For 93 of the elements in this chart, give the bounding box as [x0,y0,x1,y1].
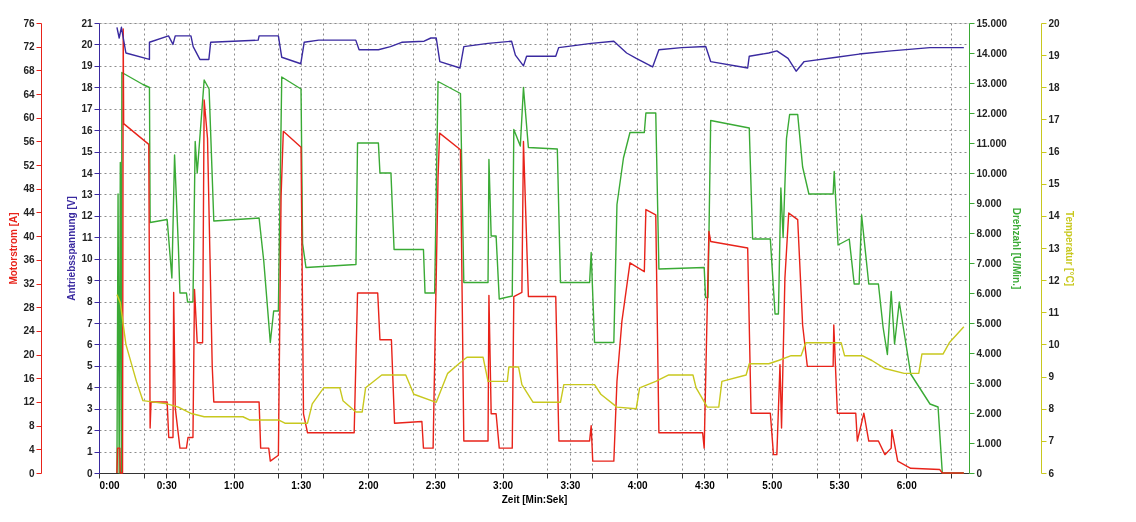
y-tick-label: 6 [1048,467,1055,479]
y3-tick-label: 52 [23,159,35,171]
x-tick-label: 3:00 [493,479,514,491]
y-tick-label: 9 [86,274,93,286]
x-tick-label: 1:00 [224,479,245,491]
y3-tick-label: 4 [28,443,35,455]
y-tick-label: 3 [86,403,93,415]
y-tick-label: 4 [86,381,93,393]
y3-tick-label: 20 [23,349,35,361]
y-tick-label: 7 [86,317,93,329]
y3-tick-label: 16 [23,372,35,384]
y-tick-label: 13 [81,188,93,200]
y2-tick-label: 3.000 [976,377,1002,389]
y2-tick-label: 5.000 [976,317,1002,329]
y3-tick-label: 0 [28,467,35,479]
y-axis-title: Temperatur [°C] [1063,211,1075,286]
y-tick-label: 8 [1048,403,1055,415]
x-tick-label: 3:30 [560,479,581,491]
y-tick-label: 9 [1048,371,1055,383]
y2-tick-label: 2.000 [976,407,1002,419]
y-tick-label: 20 [1048,17,1061,29]
y-tick-label: 17 [1048,113,1061,125]
y-tick-label: 7 [1048,435,1055,447]
y2-axis-title: Drehzahl [U/Min.] [1011,207,1023,290]
y-tick-label: 12 [1048,274,1061,286]
y-tick-label: 2 [86,424,93,436]
x-tick-label: 5:00 [762,479,783,491]
x-tick-label: 1:30 [291,479,312,491]
y3-tick-label: 76 [23,17,35,29]
y3-tick-label: 48 [23,183,35,195]
line-series [116,26,965,72]
y2-tick-label: 13.000 [976,77,1008,89]
x-tick-label: 2:00 [358,479,380,491]
y2-tick-label: 14.000 [976,47,1008,59]
y2-tick-label: 7.000 [976,257,1002,269]
y2-tick-label: 11.000 [976,137,1007,149]
y3-axis-title: Motorstrom [A] [8,212,20,285]
line-series [116,293,965,424]
y3-tick-label: 40 [23,230,35,242]
y3-tick-label: 72 [23,41,35,53]
y-tick-label: 19 [81,60,93,72]
y-tick-label: 16 [81,124,93,136]
y3-tick-label: 24 [23,325,35,337]
y3-tick-label: 8 [28,420,35,432]
y2-tick-label: 10.000 [976,167,1008,179]
y-tick-label: 0 [86,467,93,479]
y2-tick-label: 4.000 [976,347,1002,359]
y-tick-label: 6 [86,338,93,350]
y2-tick-label: 12.000 [976,107,1008,119]
y-tick-label: 5 [86,360,93,372]
x-tick-label: 4:30 [694,479,716,491]
y-tick-label: 15 [81,146,93,158]
y3-tick-label: 68 [23,64,35,76]
x-tick-label: 6:00 [896,479,918,491]
x-tick-label: 0:00 [99,479,120,491]
y-tick-label: 17 [81,103,93,115]
y3-tick-label: 56 [23,135,35,147]
y-tick-label: 20 [81,38,93,50]
y-tick-label: 18 [81,81,93,93]
y-tick-label: 14 [81,167,93,179]
y2-tick-label: 15.000 [976,17,1008,29]
y-tick-label: 21 [81,17,93,29]
y2-tick-label: 9.000 [976,197,1002,209]
y-tick-label: 10 [1048,338,1061,350]
y3-tick-label: 32 [23,278,35,290]
y3-tick-label: 12 [23,396,35,408]
x-tick-label: 4:00 [627,479,649,491]
y2-tick-label: 6.000 [976,287,1002,299]
y3-tick-label: 36 [23,254,35,266]
y3-tick-label: 28 [23,301,35,313]
x-tick-label: 2:30 [425,479,447,491]
x-tick-label: 5:30 [829,479,850,491]
x-tick-label: 0:30 [156,479,178,491]
y-tick-label: 10 [81,253,93,265]
y-tick-label: 18 [1048,81,1061,93]
y2-tick-label: 8.000 [976,227,1002,239]
y-tick-label: 14 [1048,210,1061,222]
y2-tick-label: 0 [976,467,983,479]
y-tick-label: 15 [1048,178,1061,190]
y-tick-label: 1 [86,446,93,458]
y-tick-label: 16 [1048,146,1061,158]
y2-tick-label: 1.000 [976,437,1002,449]
y3-tick-label: 60 [23,112,35,124]
y-tick-label: 8 [86,296,93,308]
x-axis-title: Zeit [Min:Sek] [501,493,568,505]
y3-tick-label: 64 [23,88,35,100]
y-axis-title: Antriebsspannung [V] [66,196,78,301]
y-tick-label: 12 [81,210,93,222]
y-tick-label: 13 [1048,242,1061,254]
y3-tick-label: 44 [23,206,35,218]
y-tick-label: 11 [1048,306,1060,318]
y-tick-label: 19 [1048,49,1061,61]
y-tick-label: 11 [81,231,93,243]
